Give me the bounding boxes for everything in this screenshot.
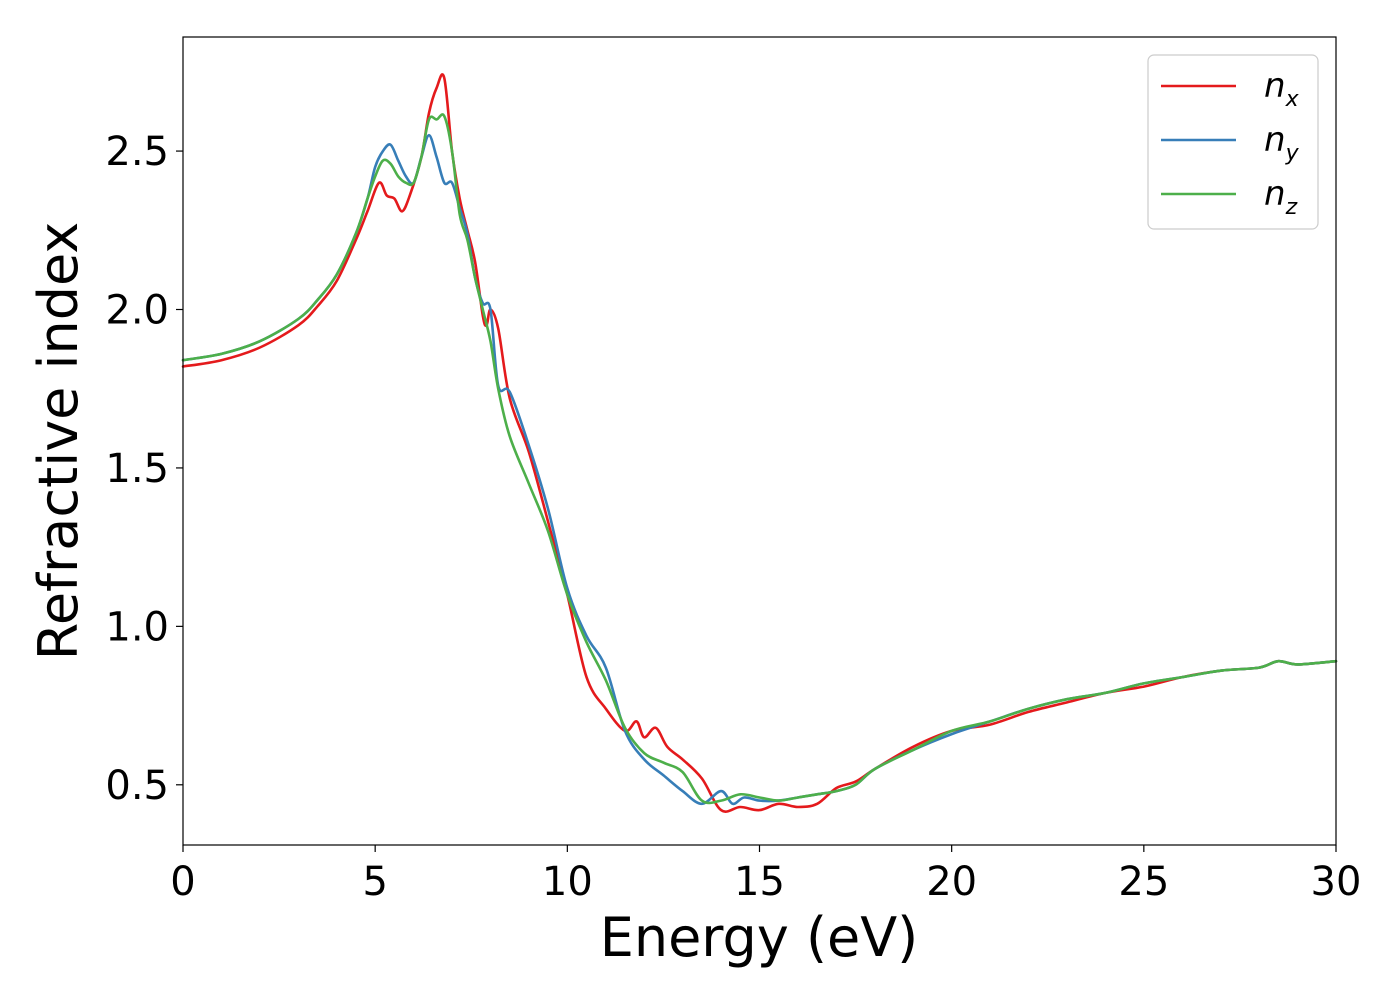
x-tick-label: 5: [362, 859, 387, 905]
y-tick-label: 1.0: [105, 604, 169, 650]
y-axis-label: Refractive index: [27, 222, 90, 661]
plot-lines: [181, 73, 1338, 813]
y-tick-label: 1.5: [105, 446, 169, 492]
x-tick-label: 0: [170, 859, 195, 905]
x-tick-label: 20: [926, 859, 977, 905]
series-line-n-x: [181, 73, 1338, 813]
legend-label-z: nz: [1264, 174, 1298, 220]
legend: nx ny nz: [1147, 54, 1319, 230]
x-tick-label: 10: [542, 859, 593, 905]
x-tick-label: 15: [734, 859, 785, 905]
x-axis-ticks: 0 5 10 15 20 25 30: [170, 845, 1361, 905]
x-axis-label: Energy (eV): [600, 906, 919, 969]
series-line-n-z: [181, 113, 1338, 805]
y-axis-ticks: 0.5 1.0 1.5 2.0 2.5: [105, 129, 183, 809]
y-tick-label: 2.5: [105, 129, 169, 175]
legend-label-y: ny: [1264, 120, 1300, 166]
legend-box: [1147, 54, 1319, 230]
y-tick-label: 0.5: [105, 763, 169, 809]
y-tick-label: 2.0: [105, 288, 169, 334]
x-tick-label: 30: [1311, 859, 1362, 905]
x-tick-label: 25: [1118, 859, 1169, 905]
legend-label-x: nx: [1264, 66, 1300, 112]
